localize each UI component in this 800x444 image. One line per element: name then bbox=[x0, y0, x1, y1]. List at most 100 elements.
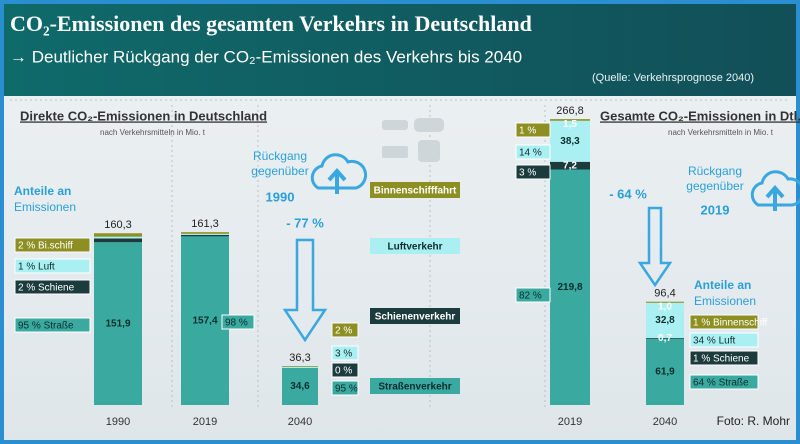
bar-segment bbox=[550, 120, 590, 162]
right-cloud bbox=[750, 170, 800, 211]
share-label: 98 % bbox=[225, 318, 248, 329]
value-label: 219,8 bbox=[557, 282, 582, 293]
left-decline-value: - 77 % bbox=[286, 215, 324, 230]
value-label: 61,9 bbox=[655, 366, 675, 377]
share-label: 2 % Bi.schiff bbox=[18, 241, 73, 252]
share-label: 64 % Straße bbox=[693, 378, 749, 389]
left-chart-subtitle: nach Verkehrsmitteln in Mio. t bbox=[100, 128, 206, 137]
left-chart-title: Direkte CO₂-Emissionen in Deutschland bbox=[20, 108, 267, 123]
legend-label: Luftverkehr bbox=[387, 242, 442, 253]
right-chart-subtitle: nach Verkehrsmitteln in Mio. t bbox=[668, 128, 774, 137]
bar-segment bbox=[550, 169, 590, 405]
share-label: 1 % bbox=[519, 126, 536, 137]
right-decline-label: Rückgang bbox=[688, 164, 742, 178]
share-label: 95 % bbox=[335, 384, 358, 395]
bar-segment bbox=[181, 232, 229, 234]
credit: Foto: R. Mohr bbox=[717, 414, 790, 428]
legend-label: Schienenverkehr bbox=[375, 312, 456, 323]
share-box bbox=[515, 287, 551, 303]
total-label: 96,4 bbox=[654, 288, 675, 300]
right-decline-arrow bbox=[637, 206, 673, 288]
value-label: 32,8 bbox=[655, 315, 675, 326]
bar-segment bbox=[181, 233, 229, 235]
total-label: 266,8 bbox=[556, 105, 584, 117]
share-box bbox=[331, 322, 359, 338]
share-box bbox=[331, 362, 359, 378]
share-box bbox=[689, 332, 759, 348]
right-decline-label: gegenüber bbox=[686, 179, 743, 193]
bar-segment bbox=[181, 234, 229, 237]
left-cloud bbox=[310, 153, 368, 194]
value-label: 1,0 bbox=[658, 301, 672, 312]
header-band bbox=[4, 4, 796, 96]
value-label: 7,2 bbox=[563, 160, 577, 171]
share-label: 95 % Straße bbox=[18, 321, 74, 332]
share-box bbox=[14, 279, 91, 295]
share-label: 14 % bbox=[519, 148, 542, 159]
right-shares-heading: Emissionen bbox=[694, 294, 756, 308]
legend-swatch bbox=[370, 308, 460, 324]
bar-segment bbox=[94, 238, 142, 243]
share-box bbox=[331, 345, 359, 361]
value-label: 38,3 bbox=[560, 136, 580, 147]
subtitle: → Deutlicher Rückgang der CO₂-Emissionen… bbox=[10, 47, 522, 66]
share-box bbox=[689, 374, 759, 390]
bar-segment bbox=[550, 119, 590, 121]
right-shares-heading: Anteile an bbox=[694, 278, 751, 292]
left-decline-label: 1990 bbox=[266, 189, 295, 204]
share-box bbox=[515, 144, 551, 160]
bar-segment bbox=[94, 233, 142, 237]
legend-label: Straßenverkehr bbox=[378, 382, 451, 393]
share-label: 0 % bbox=[335, 366, 352, 377]
value-label: 151,9 bbox=[105, 318, 130, 329]
share-box bbox=[14, 317, 91, 333]
bar-segment bbox=[646, 301, 684, 303]
left-decline-arrow bbox=[282, 238, 328, 343]
legend-label: Binnenschifffahrt bbox=[374, 186, 457, 197]
x-tick-label: 2040 bbox=[653, 416, 677, 428]
x-tick-label: 2019 bbox=[193, 416, 217, 428]
x-tick-label: 2040 bbox=[288, 416, 312, 428]
share-label: 82 % bbox=[519, 291, 542, 302]
share-label: 2 % Schiene bbox=[18, 283, 75, 294]
share-box bbox=[515, 164, 551, 180]
legend-swatch bbox=[370, 182, 460, 198]
x-tick-label: 1990 bbox=[106, 416, 130, 428]
left-decline-label: Rückgang bbox=[253, 149, 307, 163]
bar-segment bbox=[94, 242, 142, 405]
share-box bbox=[14, 237, 91, 253]
share-box bbox=[14, 258, 91, 274]
right-decline-label: 2019 bbox=[701, 202, 730, 217]
total-label: 161,3 bbox=[191, 218, 219, 230]
value-label: 0,7 bbox=[658, 333, 672, 344]
x-tick-label: 2019 bbox=[558, 416, 582, 428]
value-label: 157,4 bbox=[192, 315, 217, 326]
share-label: 2 % bbox=[335, 326, 352, 337]
bar-segment bbox=[646, 302, 684, 338]
left-shares-heading: Anteile an bbox=[14, 184, 71, 198]
share-box bbox=[689, 314, 759, 330]
right-chart-title: Gesamte CO₂-Emissionen in Dtl. bbox=[600, 108, 800, 123]
legend-swatch bbox=[370, 238, 460, 254]
bar-segment bbox=[282, 367, 318, 405]
source: (Quelle: Verkehrsprognose 2040) bbox=[592, 72, 754, 84]
left-decline-label: gegenüber bbox=[251, 164, 308, 178]
transport-icons bbox=[382, 118, 444, 162]
share-label: 1 % Binnenschiff bbox=[693, 318, 768, 329]
bar-segment bbox=[94, 236, 142, 239]
share-label: 1 % Luft bbox=[18, 262, 55, 273]
share-box bbox=[221, 314, 255, 330]
bar-segment bbox=[646, 338, 684, 405]
bar-segment bbox=[550, 161, 590, 170]
title: CO₂-Emissionen des gesamten Verkehrs in … bbox=[10, 11, 532, 36]
bar-segment bbox=[282, 366, 318, 368]
total-label: 160,3 bbox=[104, 219, 132, 231]
left-shares-heading: Emissionen bbox=[14, 200, 76, 214]
value-label: 34,6 bbox=[290, 381, 310, 392]
share-label: 3 % bbox=[519, 168, 536, 179]
share-box bbox=[689, 350, 759, 366]
share-label: 3 % bbox=[335, 349, 352, 360]
share-box bbox=[515, 122, 551, 138]
bar-segment bbox=[646, 337, 684, 339]
